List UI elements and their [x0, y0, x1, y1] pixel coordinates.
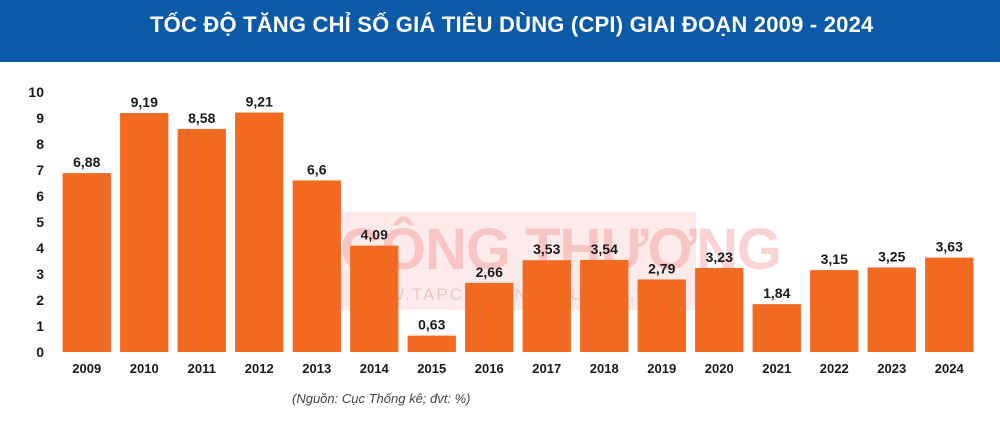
y-tick-label: 0: [36, 344, 44, 360]
data-label: 8,58: [188, 110, 215, 126]
bar: [580, 259, 629, 352]
y-tick-label: 1: [36, 318, 44, 334]
y-tick-label: 8: [36, 136, 44, 152]
data-label: 2,66: [476, 264, 503, 280]
y-tick-label: 2: [36, 292, 44, 308]
data-label: 9,19: [131, 94, 158, 110]
x-tick-label: 2016: [475, 361, 504, 376]
bar: [407, 335, 456, 352]
data-label: 3,15: [821, 251, 848, 267]
x-tick-label: 2015: [417, 361, 446, 376]
x-tick-label: 2014: [360, 361, 390, 376]
data-label: 3,53: [533, 241, 560, 257]
data-label: 6,6: [307, 161, 327, 177]
x-tick-label: 2020: [705, 361, 734, 376]
bar: [810, 270, 859, 352]
x-tick-label: 2021: [762, 361, 791, 376]
x-tick-label: 2010: [130, 361, 159, 376]
x-tick-label: 2024: [935, 361, 965, 376]
y-tick-label: 7: [36, 162, 44, 178]
x-tick-label: 2009: [72, 361, 101, 376]
x-tick-label: 2013: [302, 361, 331, 376]
y-tick-label: 10: [28, 84, 44, 100]
x-tick-label: 2017: [532, 361, 561, 376]
bar: [465, 282, 514, 352]
data-label: 3,63: [936, 239, 963, 255]
title-banner: TỐC ĐỘ TĂNG CHỈ SỐ GIÁ TIÊU DÙNG (CPI) G…: [0, 0, 1000, 62]
x-tick-label: 2011: [188, 361, 216, 376]
x-tick-label: 2018: [590, 361, 619, 376]
data-label: 1,84: [763, 285, 790, 301]
chart-title: TỐC ĐỘ TĂNG CHỈ SỐ GIÁ TIÊU DÙNG (CPI) G…: [150, 12, 874, 37]
bar: [235, 112, 284, 352]
y-tick-label: 9: [36, 110, 44, 126]
data-label: 3,23: [706, 249, 733, 265]
x-tick-label: 2019: [647, 361, 676, 376]
bar: [522, 260, 571, 352]
x-tick-label: 2023: [877, 361, 906, 376]
bar: [867, 267, 916, 352]
x-tick-label: 2012: [245, 361, 274, 376]
y-tick-label: 6: [36, 188, 44, 204]
data-label: 4,09: [361, 227, 388, 243]
bar: [637, 279, 686, 352]
y-tick-label: 5: [36, 214, 44, 230]
bar-chart: 0 1 2 3 4 5 6 7 8 9 10 6,88 2009 9,19 2010 8,58 2011 9,21…: [28, 84, 974, 376]
data-label: 3,54: [591, 241, 618, 257]
bar: [925, 257, 974, 352]
bar: [177, 128, 226, 352]
data-label: 0,63: [418, 317, 445, 333]
bar: [292, 180, 341, 352]
bar: [695, 268, 744, 352]
y-tick-label: 3: [36, 266, 44, 282]
bar: [120, 113, 169, 352]
source-note: (Nguồn: Cục Thống kê; đvt: %): [292, 391, 471, 406]
bar: [62, 173, 111, 352]
data-label: 9,21: [246, 94, 273, 110]
bar: [752, 304, 801, 352]
x-tick-label: 2022: [820, 361, 849, 376]
y-tick-label: 4: [36, 240, 44, 256]
data-label: 6,88: [73, 154, 100, 170]
chart-panel: CÔNG THƯƠNG WWW.TAPCHICONGTHUONG.VN 0123…: [14, 62, 986, 418]
bar: [350, 245, 399, 352]
data-label: 2,79: [648, 260, 675, 276]
data-label: 3,25: [878, 249, 905, 265]
